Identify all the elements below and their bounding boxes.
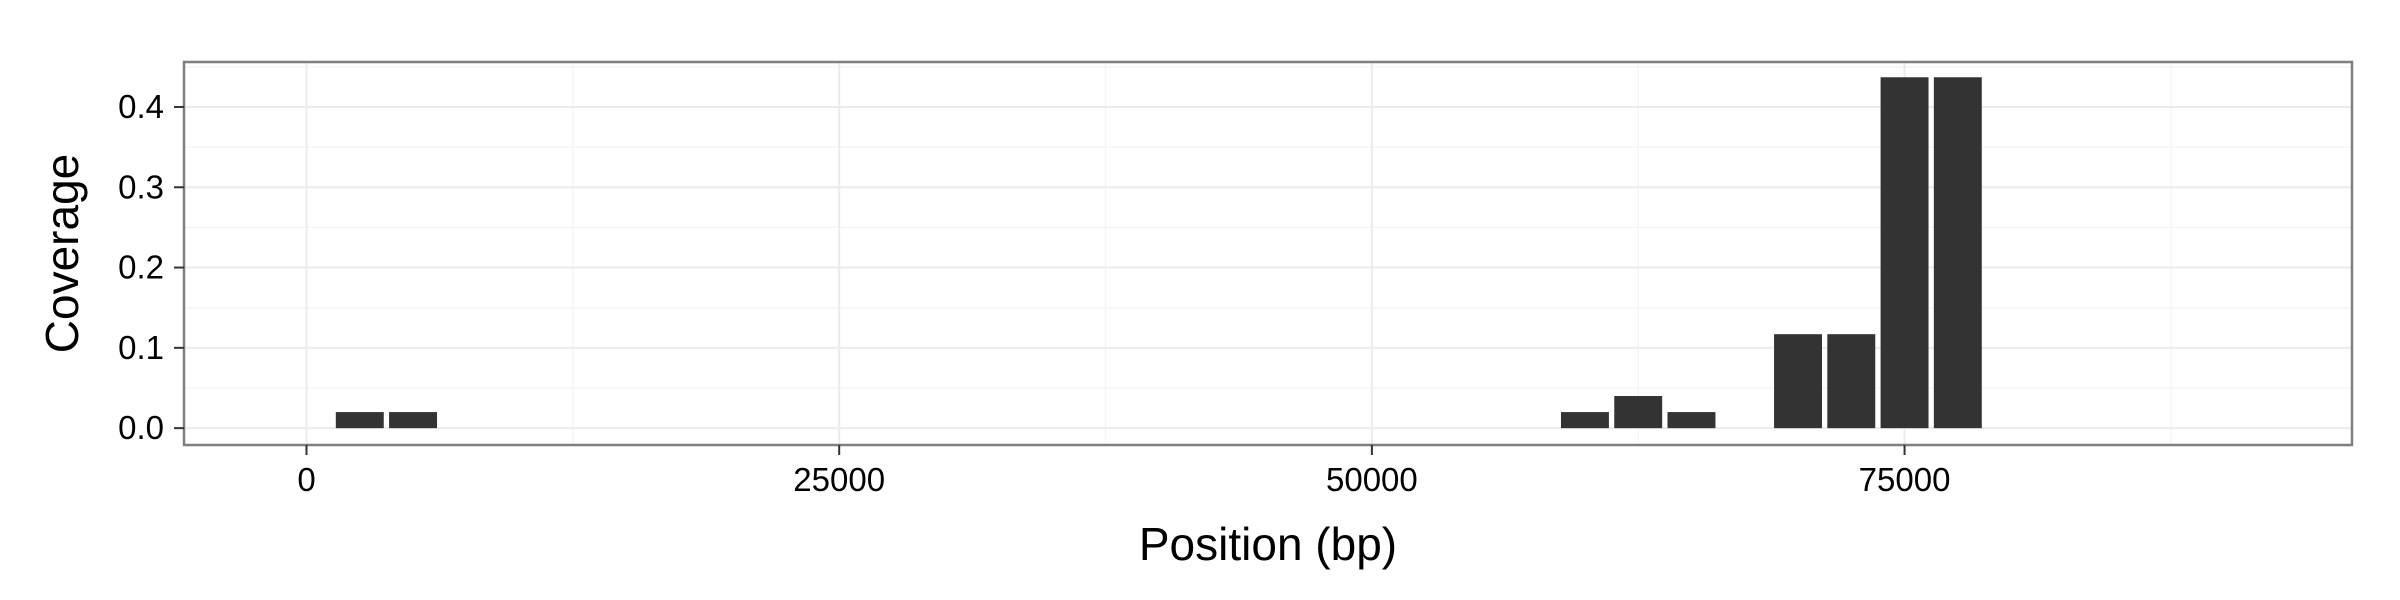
bars [335,77,1982,429]
bar [1933,77,1982,429]
bar [1774,334,1822,429]
y-tick-label: 0.4 [118,88,164,125]
bar [335,412,384,429]
x-axis-title: Position (bp) [1139,518,1397,570]
axis-ticks: 0 25000 50000 75000 0.0 0.1 0.2 0.3 0.4 [118,88,1950,498]
x-tick-label: 0 [297,461,315,498]
panel-border [182,60,2354,447]
bar [389,412,438,429]
panel-background [184,62,2352,445]
x-tick-label: 50000 [1326,461,1418,498]
bar [1614,396,1663,429]
y-tick-label: 0.3 [118,168,164,205]
bar [1880,77,1929,429]
x-tick-label: 75000 [1859,461,1951,498]
y-tick-label: 0.2 [118,249,164,286]
bar [1827,334,1876,429]
bar [1560,412,1609,429]
y-axis-title: Coverage [36,154,88,353]
bar [1667,412,1716,429]
grid-lines [184,62,2352,445]
x-tick-label: 25000 [793,461,885,498]
y-tick-label: 0.0 [118,409,164,446]
y-tick-label: 0.1 [118,329,164,366]
